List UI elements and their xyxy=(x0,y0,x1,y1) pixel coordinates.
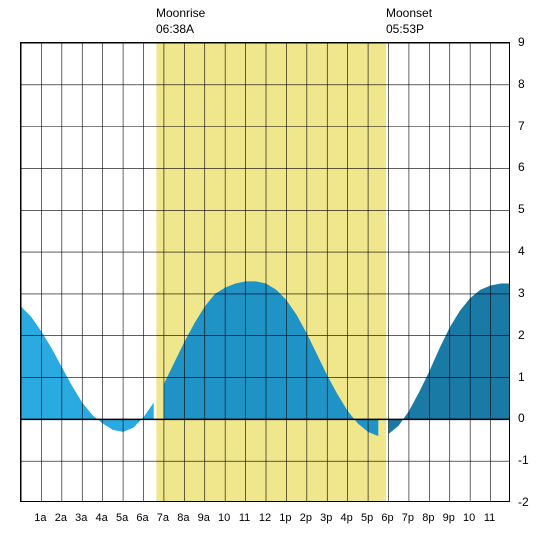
x-tick-label: 8p xyxy=(422,512,434,524)
y-tick-label: 2 xyxy=(518,328,525,342)
x-tick-label: 6p xyxy=(381,512,393,524)
x-tick-label: 5a xyxy=(116,512,128,524)
y-tick-label: 6 xyxy=(518,160,525,174)
x-tick-label: 1p xyxy=(279,512,291,524)
x-tick-label: 2a xyxy=(55,512,67,524)
y-tick-label: 8 xyxy=(518,77,525,91)
y-tick-label: -1 xyxy=(518,453,529,467)
tide-chart xyxy=(20,42,510,502)
x-tick-label: 10 xyxy=(218,512,230,524)
y-tick-label: 5 xyxy=(518,202,525,216)
y-tick-label: 1 xyxy=(518,370,525,384)
x-tick-label: 7a xyxy=(157,512,169,524)
moonrise-label: Moonrise 06:38A xyxy=(156,6,205,37)
x-tick-label: 1a xyxy=(34,512,46,524)
x-tick-label: 3a xyxy=(75,512,87,524)
x-tick-label: 9a xyxy=(198,512,210,524)
y-tick-label: 9 xyxy=(518,35,525,49)
moonrise-title: Moonrise xyxy=(156,6,205,22)
x-tick-label: 12 xyxy=(259,512,271,524)
y-tick-label: 0 xyxy=(518,411,525,425)
x-tick-label: 11 xyxy=(239,512,250,524)
x-tick-label: 9p xyxy=(443,512,455,524)
moonset-title: Moonset xyxy=(386,6,432,22)
y-tick-label: 3 xyxy=(518,286,525,300)
x-axis-labels: 1a 2a 3a 4a 5a 6a 7a 8a 9a 10 11 12 1p 2p 3p 4p 5p 6p 7p 8p… xyxy=(20,512,510,530)
y-tick-label: 7 xyxy=(518,119,525,133)
moonset-label: Moonset 05:53P xyxy=(386,6,432,37)
y-tick-label: 4 xyxy=(518,244,525,258)
x-tick-label: 10 xyxy=(463,512,475,524)
x-tick-label: 6a xyxy=(136,512,148,524)
x-tick-label: 7p xyxy=(402,512,414,524)
x-tick-label: 8a xyxy=(177,512,189,524)
y-tick-label: -2 xyxy=(518,495,529,509)
x-tick-label: 4a xyxy=(96,512,108,524)
x-tick-label: 11 xyxy=(484,512,495,524)
x-tick-label: 3p xyxy=(320,512,332,524)
moonrise-time: 06:38A xyxy=(156,22,205,38)
moonset-time: 05:53P xyxy=(386,22,432,38)
x-tick-label: 4p xyxy=(341,512,353,524)
plot-area xyxy=(20,42,510,502)
x-tick-label: 5p xyxy=(361,512,373,524)
x-tick-label: 2p xyxy=(300,512,312,524)
